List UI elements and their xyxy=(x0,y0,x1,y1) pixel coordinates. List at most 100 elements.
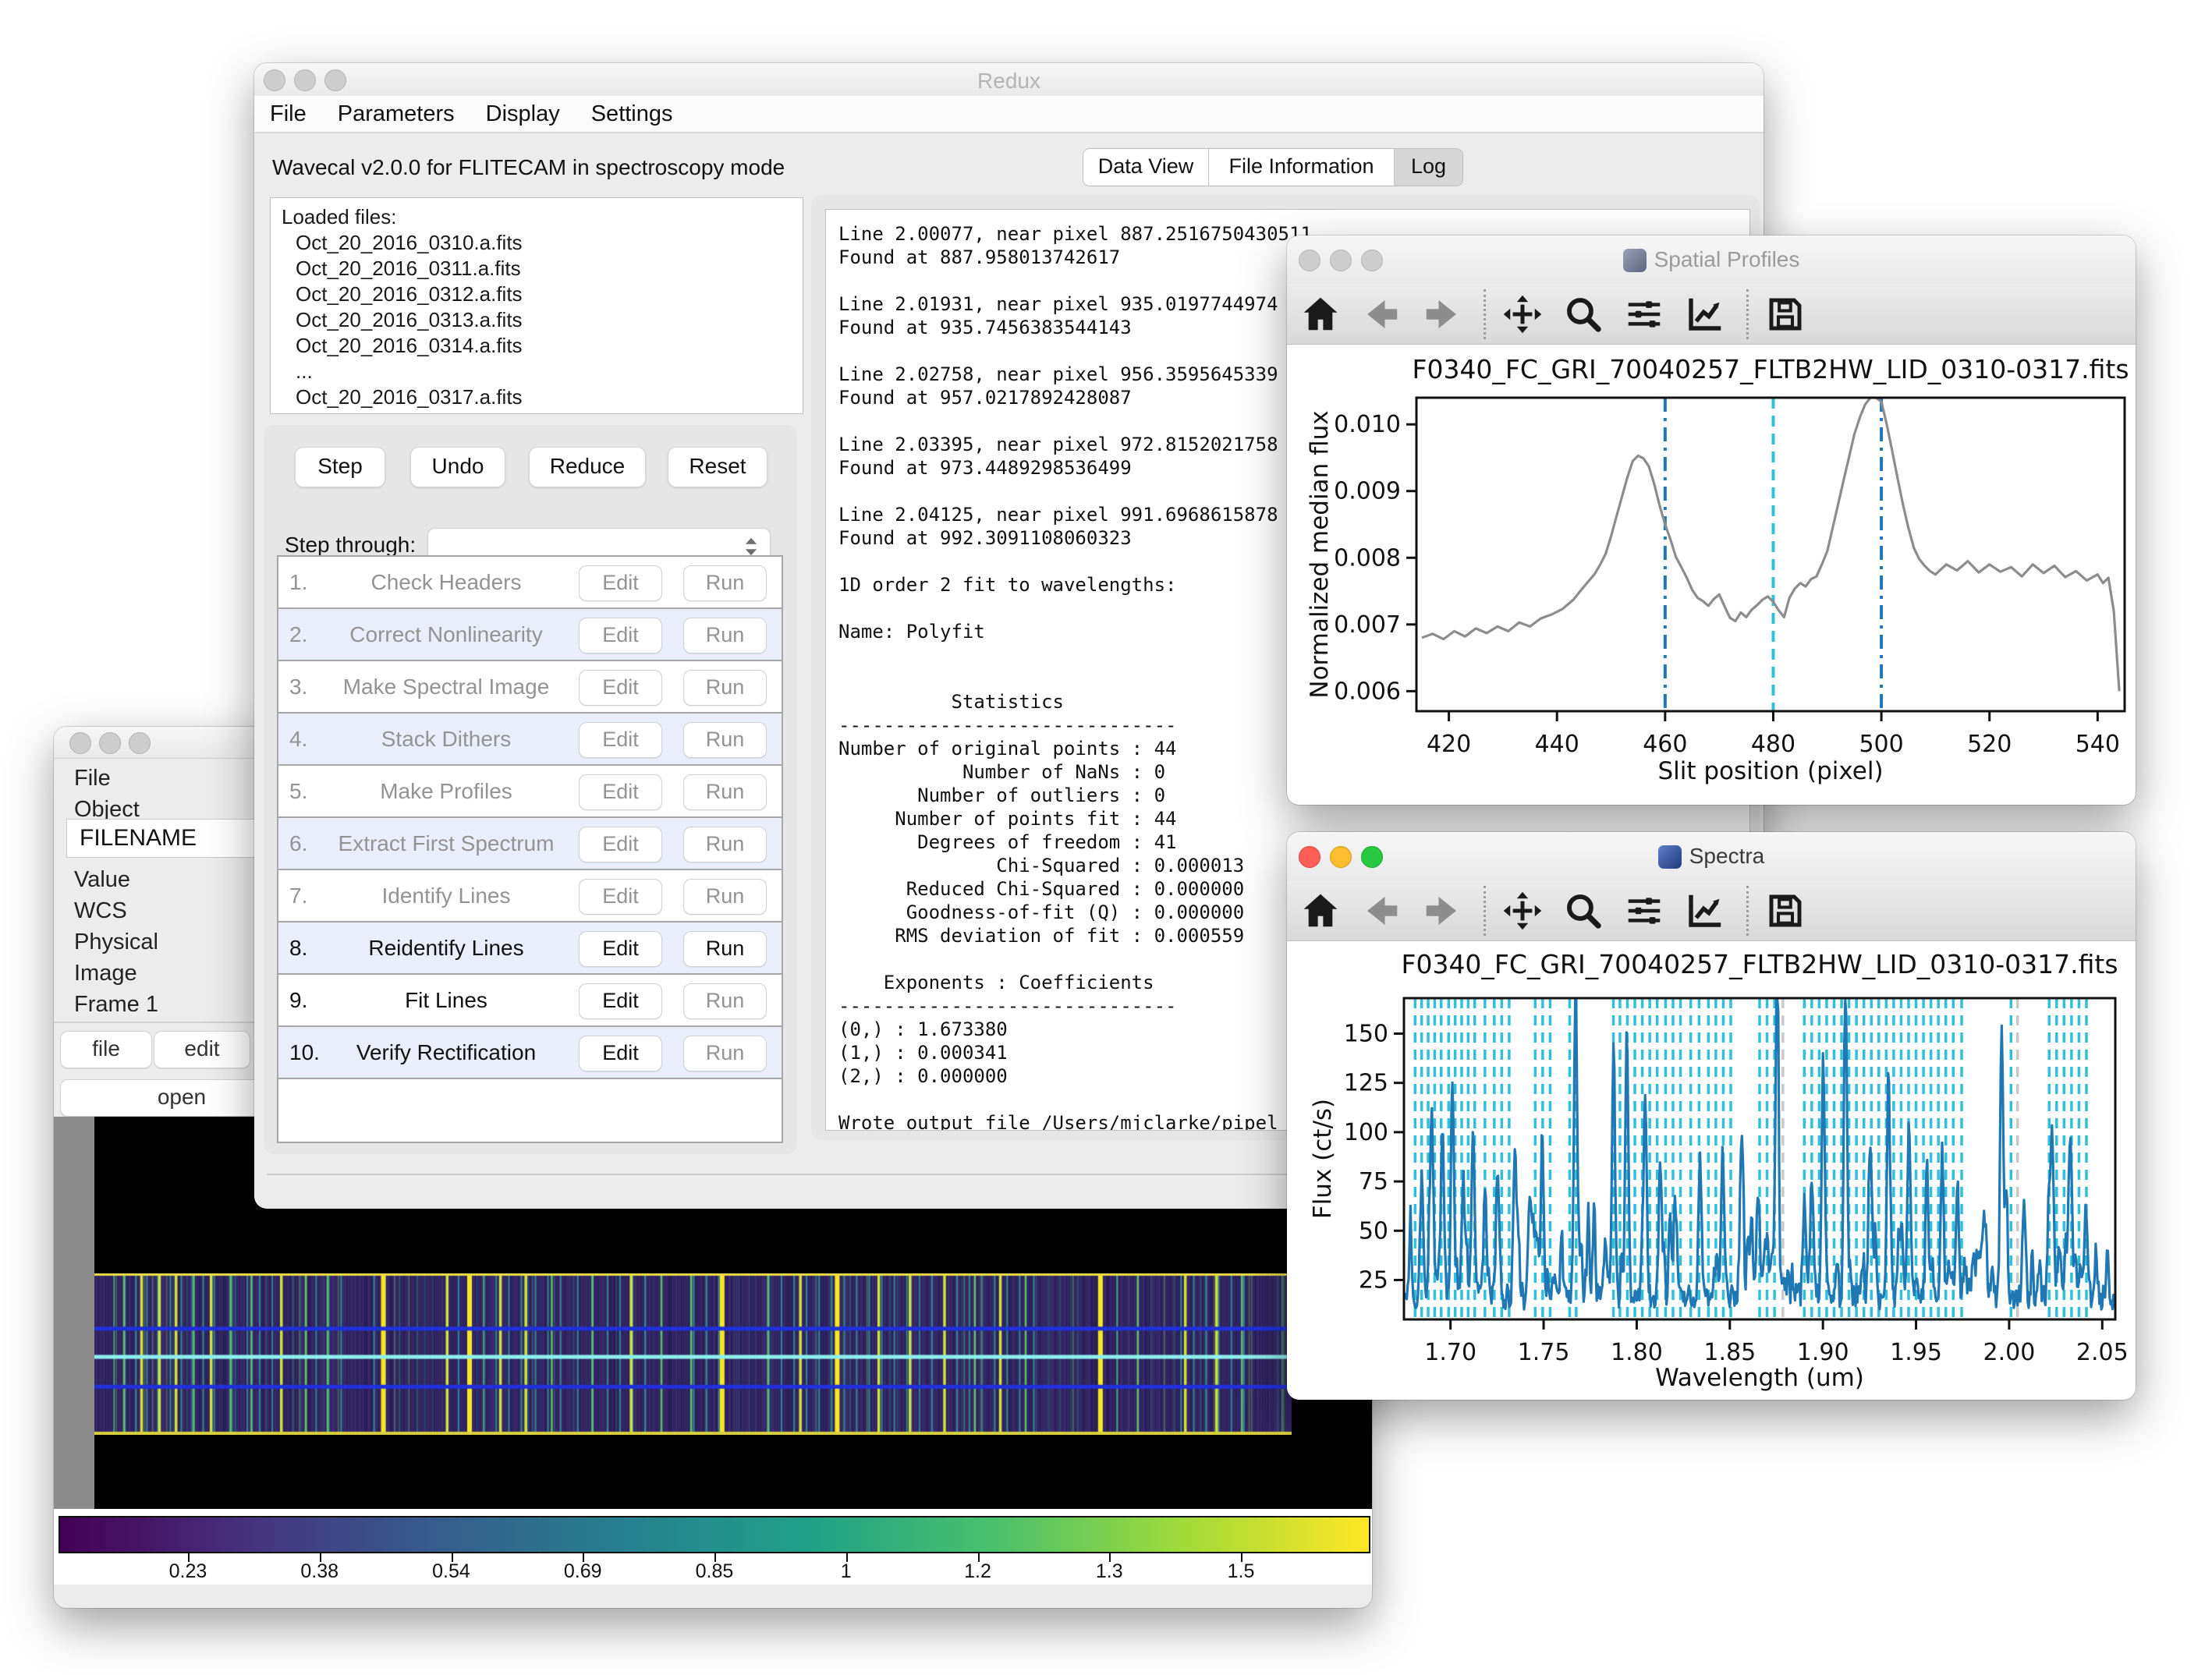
spectra-window: Spectra F0340_FC_GRI_70040257_FLTB2HW_LI… xyxy=(1287,832,2136,1400)
save-icon[interactable] xyxy=(1764,293,1806,335)
step-run-button[interactable]: Run xyxy=(683,670,767,706)
step-label: Correct Nonlinearity xyxy=(317,622,575,647)
pan-icon[interactable] xyxy=(1501,890,1544,932)
home-icon[interactable] xyxy=(1299,890,1342,932)
pipeline-step-row[interactable]: 1.Check HeadersEditRun xyxy=(278,557,782,609)
minimize-button[interactable] xyxy=(99,732,121,754)
svg-text:1.85: 1.85 xyxy=(1703,1339,1756,1366)
close-button[interactable] xyxy=(69,732,91,754)
step-edit-button[interactable]: Edit xyxy=(579,931,662,967)
step-run-button[interactable]: Run xyxy=(683,983,767,1019)
tab-data-view[interactable]: Data View xyxy=(1083,149,1209,186)
svg-text:Normalized median flux: Normalized median flux xyxy=(1306,410,1334,698)
menu-file[interactable]: File xyxy=(254,96,322,127)
window-title: Spatial Profiles xyxy=(1287,247,2136,272)
loaded-files-list[interactable]: Loaded files:Oct_20_2016_0310.a.fitsOct_… xyxy=(270,197,803,414)
step-run-button[interactable]: Run xyxy=(683,618,767,653)
step-run-button[interactable]: Run xyxy=(683,1036,767,1071)
step-edit-button[interactable]: Edit xyxy=(579,618,662,653)
zoom-icon[interactable] xyxy=(1562,293,1604,335)
svg-text:Wavelength (um): Wavelength (um) xyxy=(1655,1364,1864,1392)
svg-text:2.00: 2.00 xyxy=(1983,1339,2036,1366)
pan-icon[interactable] xyxy=(1501,293,1544,335)
home-icon[interactable] xyxy=(1299,293,1342,335)
pipeline-step-row[interactable]: 4. Stack DithersEdit Run xyxy=(278,714,782,766)
svg-text:1.70: 1.70 xyxy=(1424,1339,1476,1366)
reset-button[interactable]: Reset xyxy=(668,447,767,487)
forward-icon[interactable] xyxy=(1421,293,1463,335)
svg-text:460: 460 xyxy=(1643,731,1687,758)
file-list-item[interactable]: Oct_20_2016_0313.a.fits xyxy=(282,307,803,333)
sliders-icon[interactable] xyxy=(1623,293,1665,335)
pipeline-step-row[interactable]: 7.Identify LinesEditRun xyxy=(278,870,782,922)
file-list-item[interactable]: Oct_20_2016_0312.a.fits xyxy=(282,282,803,307)
step-edit-button[interactable]: Edit xyxy=(579,565,662,601)
undo-button[interactable]: Undo xyxy=(410,447,505,487)
step-label: Stack Dithers xyxy=(317,727,575,752)
viewer-label-frame-1: Frame 1 xyxy=(74,992,158,1018)
step-edit-button[interactable]: Edit xyxy=(579,722,662,758)
file-list-item[interactable]: Oct_20_2016_0314.a.fits xyxy=(282,333,803,359)
pipeline-step-row[interactable]: 8.Reidentify LinesEditRun xyxy=(278,922,782,975)
svg-text:520: 520 xyxy=(1967,731,2012,758)
step-run-button[interactable]: Run xyxy=(683,827,767,862)
step-edit-button[interactable]: Edit xyxy=(579,827,662,862)
step-run-button[interactable]: Run xyxy=(683,722,767,758)
step-label: Check Headers xyxy=(317,570,575,595)
step-number: 4. xyxy=(289,727,307,752)
step-edit-button[interactable]: Edit xyxy=(579,1036,662,1071)
step-run-button[interactable]: Run xyxy=(683,774,767,810)
back-icon[interactable] xyxy=(1360,890,1402,932)
axes-icon[interactable] xyxy=(1684,890,1726,932)
viewer-button-file[interactable]: file xyxy=(60,1031,152,1068)
svg-text:75: 75 xyxy=(1359,1168,1388,1195)
pipeline-step-row[interactable]: 5.Make ProfilesEditRun xyxy=(278,766,782,818)
menu-settings[interactable]: Settings xyxy=(576,96,689,127)
spatial-titlebar[interactable]: Spatial Profiles xyxy=(1287,235,2136,285)
file-list-item[interactable]: ... xyxy=(282,359,803,384)
tab-log[interactable]: Log xyxy=(1395,149,1462,186)
svg-text:100: 100 xyxy=(1344,1119,1388,1146)
app-icon xyxy=(1623,249,1647,272)
menu-bar: FileParametersDisplaySettings xyxy=(254,96,1764,133)
pipeline-step-row[interactable]: 9.Fit LinesEditRun xyxy=(278,975,782,1027)
step-edit-button[interactable]: Edit xyxy=(579,879,662,915)
zoom-window-button[interactable] xyxy=(129,732,151,754)
viewer-label-file: File xyxy=(74,766,111,791)
step-run-button[interactable]: Run xyxy=(683,879,767,915)
zoom-icon[interactable] xyxy=(1562,890,1604,932)
step-number: 5. xyxy=(289,779,307,804)
menu-display[interactable]: Display xyxy=(470,96,576,127)
file-list-item[interactable]: Oct_20_2016_0311.a.fits xyxy=(282,256,803,282)
viewer-label-image: Image xyxy=(74,961,137,986)
menu-parameters[interactable]: Parameters xyxy=(322,96,470,127)
svg-text:150: 150 xyxy=(1344,1020,1388,1047)
step-edit-button[interactable]: Edit xyxy=(579,774,662,810)
pipeline-step-row[interactable]: 6.Extract First SpectrumEditRun xyxy=(278,818,782,870)
toolbar-separator xyxy=(1746,886,1749,936)
step-run-button[interactable]: Run xyxy=(683,931,767,967)
redux-titlebar[interactable]: Redux xyxy=(254,63,1764,97)
viewer-button-edit[interactable]: edit xyxy=(154,1031,250,1068)
sliders-icon[interactable] xyxy=(1623,890,1665,932)
pipeline-step-row[interactable]: 2.Correct NonlinearityEditRun xyxy=(278,609,782,661)
reduce-button[interactable]: Reduce xyxy=(529,447,646,487)
step-run-button[interactable]: Run xyxy=(683,565,767,601)
file-list-item[interactable]: Oct_20_2016_0310.a.fits xyxy=(282,230,803,256)
colorbar-area: 0.230.380.540.690.8511.21.31.5 xyxy=(54,1509,1372,1585)
step-button[interactable]: Step xyxy=(295,447,385,487)
axes-icon[interactable] xyxy=(1684,293,1726,335)
file-list-item[interactable]: Oct_20_2016_0317.a.fits xyxy=(282,384,803,410)
pipeline-step-row[interactable]: 10.Verify RectificationEditRun xyxy=(278,1027,782,1079)
forward-icon[interactable] xyxy=(1421,890,1463,932)
step-edit-button[interactable]: Edit xyxy=(579,983,662,1019)
pipeline-step-row[interactable]: 3.Make Spectral ImageEditRun xyxy=(278,661,782,714)
save-icon[interactable] xyxy=(1764,890,1806,932)
toolbar-separator xyxy=(1484,289,1486,339)
tab-file-information[interactable]: File Information xyxy=(1209,149,1395,186)
spectra-titlebar[interactable]: Spectra xyxy=(1287,832,2136,881)
back-icon[interactable] xyxy=(1360,293,1402,335)
window-title: Redux xyxy=(254,69,1764,94)
svg-text:480: 480 xyxy=(1751,731,1795,758)
step-edit-button[interactable]: Edit xyxy=(579,670,662,706)
